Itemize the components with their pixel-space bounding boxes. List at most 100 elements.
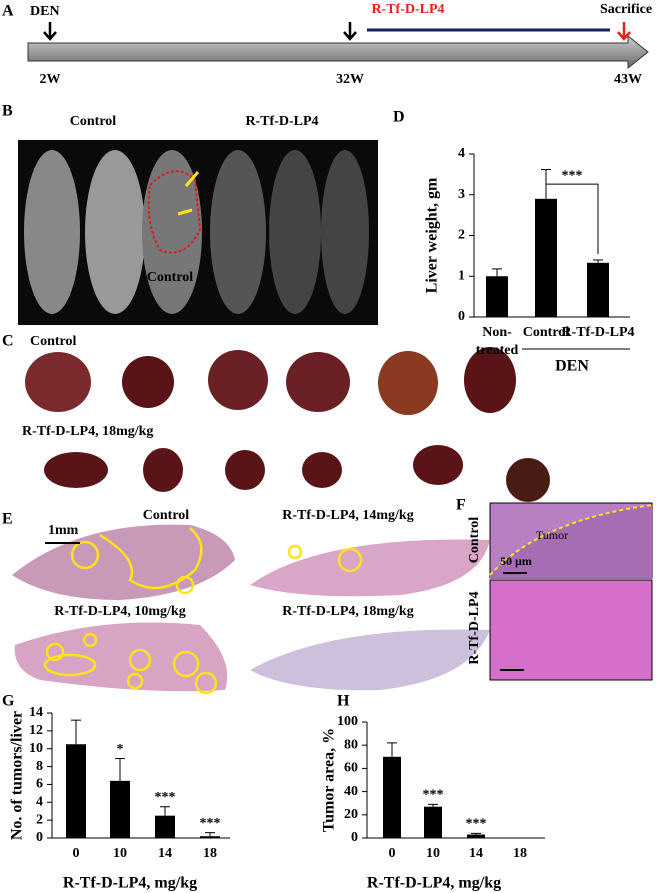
histology bbox=[12, 524, 490, 695]
significance: *** bbox=[562, 168, 583, 183]
y-tick-label: 2 bbox=[458, 228, 465, 243]
error-bar bbox=[205, 832, 215, 837]
y-tick-label: 3 bbox=[458, 187, 465, 202]
event-time: 2W bbox=[40, 72, 61, 87]
bar bbox=[110, 780, 130, 838]
bar bbox=[424, 806, 442, 838]
x-axis-label: R-Tf-D-LP4, mg/kg bbox=[367, 875, 501, 892]
bar bbox=[66, 744, 86, 838]
y-tick-label: 4 bbox=[36, 795, 43, 810]
panel-letter: D bbox=[393, 109, 405, 126]
event-time: 32W bbox=[336, 72, 364, 87]
image-label: Control bbox=[467, 517, 482, 564]
image-label: Control bbox=[30, 334, 77, 349]
x-tick-label: 18 bbox=[513, 846, 527, 861]
event-label: R-Tf-D-LP4 bbox=[371, 2, 444, 17]
x-axis-label: R-Tf-D-LP4, mg/kg bbox=[63, 875, 197, 892]
image-label: R-Tf-D-LP4, 18mg/kg bbox=[282, 604, 413, 619]
significance: *** bbox=[155, 790, 176, 805]
bar bbox=[486, 276, 508, 317]
y-tick-label: 100 bbox=[337, 714, 358, 729]
image-label: Control bbox=[70, 114, 117, 129]
event-label: Sacrifice bbox=[600, 2, 652, 17]
y-tick-label: 1 bbox=[458, 268, 465, 283]
x-tick-label: 10 bbox=[113, 846, 127, 861]
y-tick-label: 6 bbox=[36, 777, 43, 792]
scale-label: 50 µm bbox=[500, 554, 532, 568]
bar bbox=[155, 815, 175, 838]
error-bar bbox=[71, 719, 81, 745]
x-tick-label: 14 bbox=[469, 846, 483, 861]
significance: *** bbox=[423, 788, 444, 803]
bar bbox=[587, 262, 609, 317]
arrow bbox=[343, 22, 357, 41]
bar bbox=[200, 836, 220, 838]
error-bar bbox=[428, 803, 438, 807]
x-tick-label: 0 bbox=[73, 846, 80, 861]
panel-letter: G bbox=[2, 693, 15, 710]
y-tick-label: 0 bbox=[36, 830, 43, 845]
panel-letter: F bbox=[456, 497, 466, 514]
y-tick-label: 20 bbox=[344, 807, 358, 822]
x-tick-label: R-Tf-D-LP4 bbox=[561, 325, 634, 340]
x-tick-label: Control bbox=[523, 325, 570, 340]
error-bar bbox=[115, 758, 125, 781]
panel-letter: E bbox=[2, 511, 13, 528]
error-bar bbox=[471, 832, 481, 835]
panel-letter: A bbox=[2, 3, 14, 20]
image-label: R-Tf-D-LP4 bbox=[467, 591, 482, 664]
significance: * bbox=[117, 742, 124, 757]
significance-bracket bbox=[546, 183, 599, 254]
error-bar bbox=[160, 806, 170, 816]
mri-image bbox=[18, 140, 378, 325]
image-label: Tumor bbox=[536, 528, 568, 542]
x-tick-label: 14 bbox=[158, 846, 172, 861]
y-tick-label: 0 bbox=[351, 830, 358, 845]
y-axis-label: Tumor area, % bbox=[321, 728, 338, 832]
y-tick-label: 40 bbox=[344, 784, 358, 799]
error-bar bbox=[387, 742, 397, 757]
x-tick-line: treated bbox=[476, 343, 519, 358]
liver-photos bbox=[25, 347, 550, 502]
y-tick-label: 80 bbox=[344, 737, 358, 752]
bar bbox=[467, 834, 485, 838]
error-bar bbox=[593, 259, 603, 263]
timeline-bar bbox=[27, 34, 649, 70]
arrow bbox=[617, 22, 631, 41]
y-tick-label: 8 bbox=[36, 759, 43, 774]
y-tick-label: 2 bbox=[36, 812, 43, 827]
y-tick-label: 12 bbox=[29, 723, 43, 738]
micrographs bbox=[489, 502, 653, 681]
bar bbox=[383, 756, 401, 838]
y-axis-label: No. of tumors/liver bbox=[9, 711, 26, 840]
x-tick-label: 10 bbox=[426, 846, 440, 861]
arrow bbox=[43, 22, 57, 41]
x-tick-line: Non- bbox=[482, 325, 512, 340]
group-label: DEN bbox=[555, 358, 589, 375]
x-tick-label: Non-treated bbox=[476, 325, 519, 358]
event-label: DEN bbox=[30, 4, 60, 19]
y-axis-label: Liver weight, gm bbox=[424, 177, 441, 293]
panel-letter: B bbox=[2, 103, 13, 120]
significance: *** bbox=[466, 817, 487, 832]
y-tick-label: 4 bbox=[458, 146, 465, 161]
image-label: R-Tf-D-LP4, 18mg/kg bbox=[22, 424, 153, 439]
event-time: 43W bbox=[614, 72, 642, 87]
significance: *** bbox=[200, 816, 221, 831]
image-label: R-Tf-D-LP4, 14mg/kg bbox=[282, 508, 413, 523]
y-tick-label: 10 bbox=[29, 741, 43, 756]
image-label: Control bbox=[147, 270, 194, 285]
y-tick-label: 14 bbox=[29, 705, 43, 720]
y-tick-label: 60 bbox=[344, 761, 358, 776]
image-label: R-Tf-D-LP4, 10mg/kg bbox=[54, 604, 185, 619]
panel-letter: C bbox=[2, 333, 14, 350]
image-label: R-Tf-D-LP4 bbox=[245, 114, 318, 129]
x-tick-label: 18 bbox=[203, 846, 217, 861]
bar bbox=[535, 198, 557, 317]
image-label: Control bbox=[143, 508, 190, 523]
y-tick-label: 0 bbox=[458, 309, 465, 324]
panel-letter: H bbox=[337, 693, 350, 710]
error-bar bbox=[492, 268, 502, 277]
